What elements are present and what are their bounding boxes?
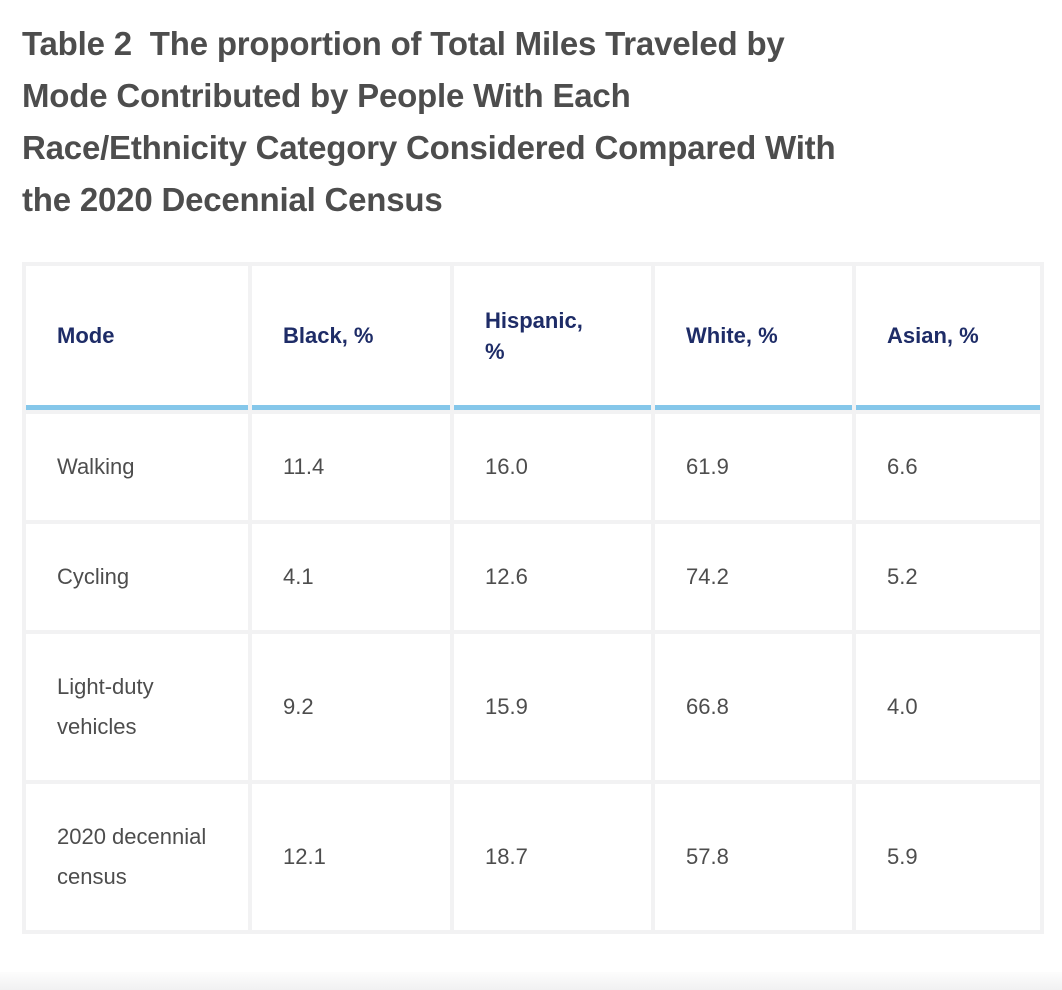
column-header-asian: Asian, % (856, 266, 1040, 410)
value-cell: 11.4 (252, 414, 450, 520)
table-caption-line: Mode Contributed by People With Each (22, 77, 631, 114)
table-row-walking: Walking 11.4 16.0 61.9 6.6 (26, 414, 1040, 520)
mode-label: Light-duty vehicles (57, 674, 154, 739)
table-caption-line: the 2020 Decennial Census (22, 181, 443, 218)
mode-label: 2020 decennial census (57, 824, 207, 889)
header-row: Mode Black, % Hispanic, % White, % Asian… (26, 266, 1040, 410)
column-header-label: Hispanic, % (485, 307, 583, 364)
value-cell: 74.2 (655, 524, 852, 630)
column-header-hispanic: Hispanic, % (454, 266, 651, 410)
column-header-label: White, % (686, 323, 778, 348)
table-row-2020-decennial-census: 2020 decennial census 12.1 18.7 57.8 5.9 (26, 784, 1040, 930)
page-bottom-divider (0, 972, 1062, 990)
mode-label: Walking (57, 454, 135, 479)
mode-label: Cycling (57, 564, 130, 589)
value-cell: 61.9 (655, 414, 852, 520)
column-header-label: Mode (57, 323, 115, 348)
mode-cell: 2020 decennial census (26, 784, 248, 930)
value-cell: 12.6 (454, 524, 651, 630)
table-row-cycling: Cycling 4.1 12.6 74.2 5.2 (26, 524, 1040, 630)
mode-cell: Walking (26, 414, 248, 520)
table-caption: Table 2 The proportion of Total Miles Tr… (22, 18, 872, 226)
value-cell: 6.6 (856, 414, 1040, 520)
mode-cell: Light-duty vehicles (26, 634, 248, 780)
data-table: Mode Black, % Hispanic, % White, % Asian… (22, 262, 1044, 934)
value-cell: 16.0 (454, 414, 651, 520)
value-cell: 12.1 (252, 784, 450, 930)
mode-cell: Cycling (26, 524, 248, 630)
column-header-mode: Mode (26, 266, 248, 410)
value-cell: 66.8 (655, 634, 852, 780)
value-cell: 4.0 (856, 634, 1040, 780)
table-caption-line: Table 2 The proportion of Total Miles Tr… (22, 25, 785, 62)
value-cell: 5.9 (856, 784, 1040, 930)
value-cell: 15.9 (454, 634, 651, 780)
value-cell: 18.7 (454, 784, 651, 930)
table-caption-line: Race/Ethnicity Category Considered Compa… (22, 129, 836, 166)
value-cell: 57.8 (655, 784, 852, 930)
column-header-label: Black, % (283, 323, 374, 348)
value-cell: 9.2 (252, 634, 450, 780)
value-cell: 4.1 (252, 524, 450, 630)
column-header-label: Asian, % (887, 323, 979, 348)
value-cell: 5.2 (856, 524, 1040, 630)
column-header-white: White, % (655, 266, 852, 410)
column-header-black: Black, % (252, 266, 450, 410)
table-row-light-duty-vehicles: Light-duty vehicles 9.2 15.9 66.8 4.0 (26, 634, 1040, 780)
